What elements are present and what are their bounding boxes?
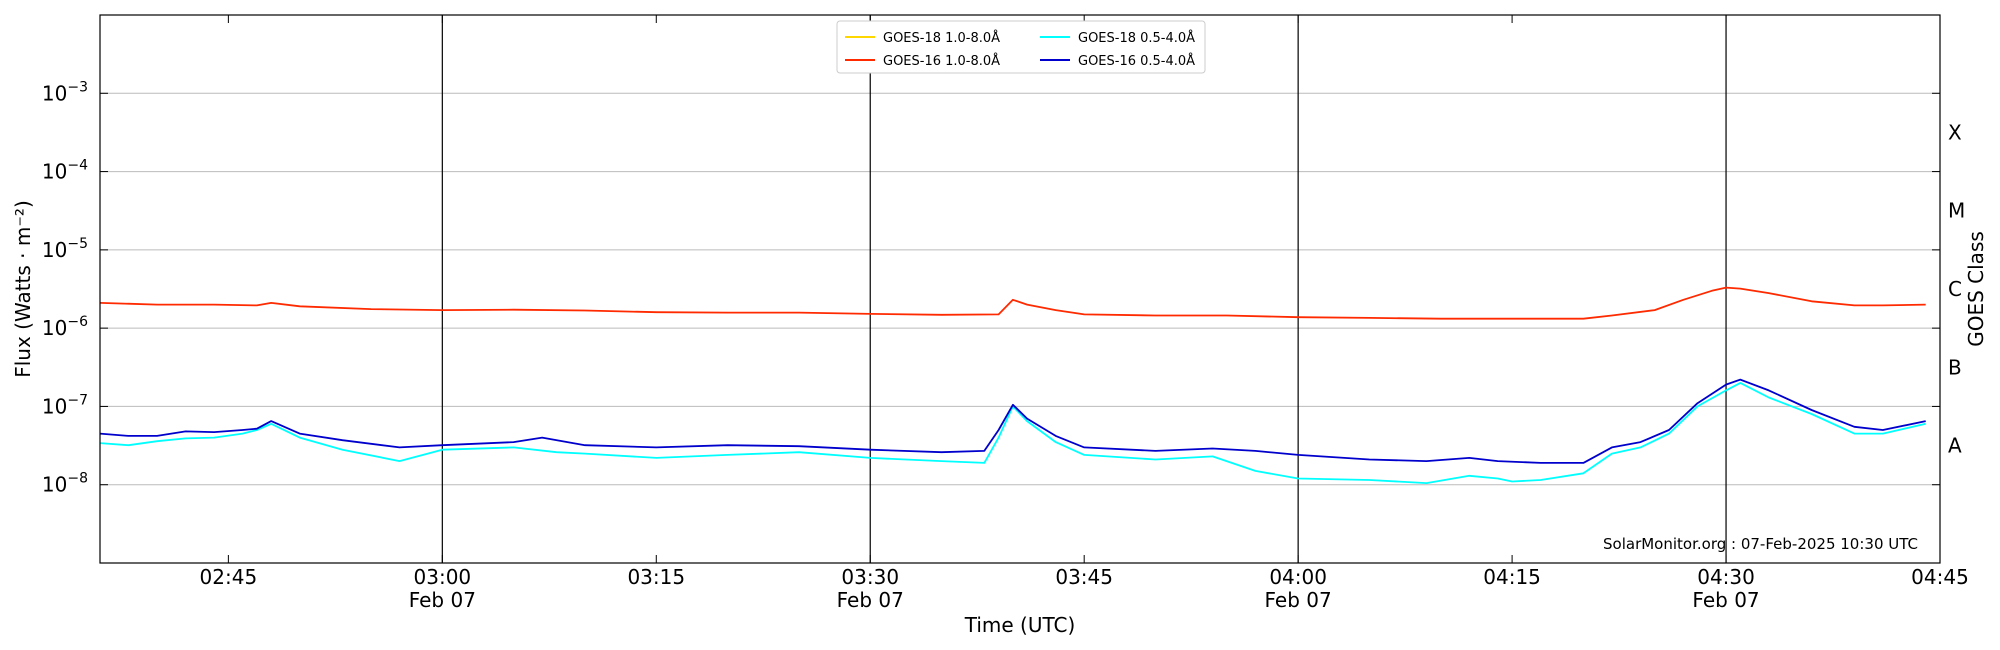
x-tick-date: Feb 07 [1265,588,1332,612]
x-tick-label: 02:45 [200,565,258,589]
y-tick-mantissa: 10 [42,160,67,184]
y-tick-exponent: −7 [67,392,88,408]
y-tick-exponent: −6 [67,314,88,330]
x-tick-label: 04:00 [1269,565,1327,589]
x-axis-label: Time (UTC) [964,613,1076,637]
y-tick-label: 10−3 [42,79,88,105]
series-line-2 [99,381,1926,485]
y-tick-mantissa: 10 [42,238,67,262]
legend-frame [836,20,1206,74]
x-tick-label: 03:15 [627,565,685,589]
data-series [99,286,1926,485]
grid [100,92,1940,486]
series-line-1 [99,286,1926,320]
y-tick-mantissa: 10 [42,316,67,340]
y-tick-mantissa: 10 [42,394,67,418]
x-tick-label: 03:30 [841,565,899,589]
x-tick-date: Feb 07 [837,588,904,612]
y-tick-labels: 10−810−710−610−510−410−3 [42,79,88,496]
y-tick-exponent: −3 [67,79,88,95]
x-tick-label: 03:00 [414,565,472,589]
series-line-3 [99,378,1926,464]
legend-label-3: GOES-16 0.5-4.0Å [1078,53,1195,69]
axis-ticks [100,15,1941,563]
y-axis-label: Flux (Watts · m⁻²) [11,200,35,378]
x-tick-date: Feb 07 [409,588,476,612]
day-boundary-lines [441,15,1727,563]
watermark: SolarMonitor.org : 07-Feb-2025 10:30 UTC [1603,535,1918,553]
legend-label-2: GOES-18 0.5-4.0Å [1078,30,1195,46]
legend-label-0: GOES-18 1.0-8.0Å [883,30,1000,46]
y-tick-mantissa: 10 [42,81,67,105]
y-tick-label: 10−6 [42,314,88,340]
right-axis-label: GOES Class [1964,231,1988,347]
x-tick-label: 03:45 [1055,565,1113,589]
legend: GOES-18 1.0-8.0Å GOES-18 0.5-4.0Å GOES-16 … [836,20,1206,74]
y-tick-exponent: −5 [67,236,88,252]
y-tick-label: 10−4 [42,158,88,184]
y-tick-label: 10−5 [42,236,88,262]
goes-class-label: A [1948,434,1962,458]
y-tick-exponent: −4 [67,158,88,174]
goes-class-label: C [1948,277,1962,301]
goes-class-label: X [1948,120,1962,144]
x-tick-label: 04:45 [1911,565,1969,589]
y-tick-mantissa: 10 [42,473,67,497]
plot-frame [99,14,1941,564]
x-tick-date: Feb 07 [1692,588,1759,612]
goes-class-label: B [1948,355,1962,379]
y-tick-label: 10−7 [42,392,88,418]
goes-class-label: M [1948,199,1965,223]
y-tick-exponent: −8 [67,471,88,487]
y-tick-label: 10−8 [42,471,88,497]
goes-class-labels: A B C M X [1948,120,1965,457]
x-tick-label: 04:30 [1697,565,1755,589]
x-tick-label: 04:15 [1483,565,1541,589]
legend-label-1: GOES-16 1.0-8.0Å [883,53,1000,69]
